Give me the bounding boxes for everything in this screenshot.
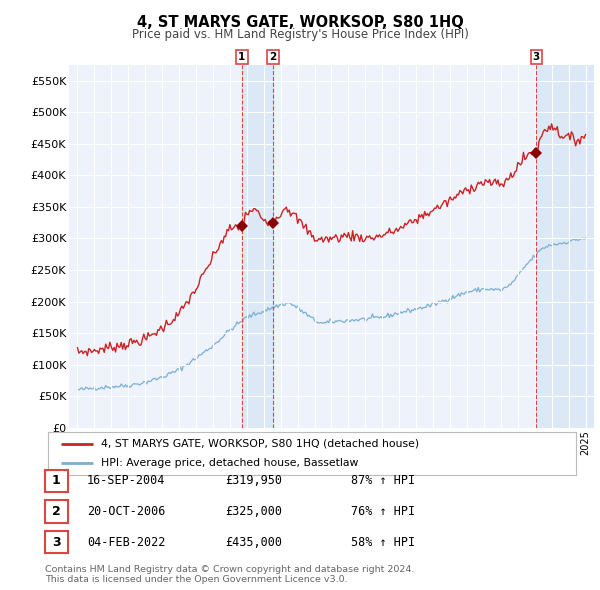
Text: 58% ↑ HPI: 58% ↑ HPI [351, 536, 415, 549]
Text: 2: 2 [52, 505, 61, 518]
Text: 87% ↑ HPI: 87% ↑ HPI [351, 474, 415, 487]
Text: 1: 1 [52, 474, 61, 487]
Text: 3: 3 [52, 536, 61, 549]
Text: 4, ST MARYS GATE, WORKSOP, S80 1HQ: 4, ST MARYS GATE, WORKSOP, S80 1HQ [137, 15, 463, 30]
Bar [536, 65, 594, 428]
Text: 3: 3 [533, 52, 540, 62]
Text: £325,000: £325,000 [225, 505, 282, 518]
Text: 1: 1 [238, 52, 245, 62]
Text: 4, ST MARYS GATE, WORKSOP, S80 1HQ (detached house): 4, ST MARYS GATE, WORKSOP, S80 1HQ (deta… [101, 438, 419, 448]
Text: 16-SEP-2004: 16-SEP-2004 [87, 474, 166, 487]
Text: £435,000: £435,000 [225, 536, 282, 549]
Text: 20-OCT-2006: 20-OCT-2006 [87, 505, 166, 518]
Text: 04-FEB-2022: 04-FEB-2022 [87, 536, 166, 549]
Bar [242, 65, 273, 428]
Text: Price paid vs. HM Land Registry's House Price Index (HPI): Price paid vs. HM Land Registry's House … [131, 28, 469, 41]
Text: Contains HM Land Registry data © Crown copyright and database right 2024.
This d: Contains HM Land Registry data © Crown c… [45, 565, 415, 584]
Text: £319,950: £319,950 [225, 474, 282, 487]
Text: HPI: Average price, detached house, Bassetlaw: HPI: Average price, detached house, Bass… [101, 458, 358, 468]
Text: 76% ↑ HPI: 76% ↑ HPI [351, 505, 415, 518]
Text: 2: 2 [269, 52, 277, 62]
